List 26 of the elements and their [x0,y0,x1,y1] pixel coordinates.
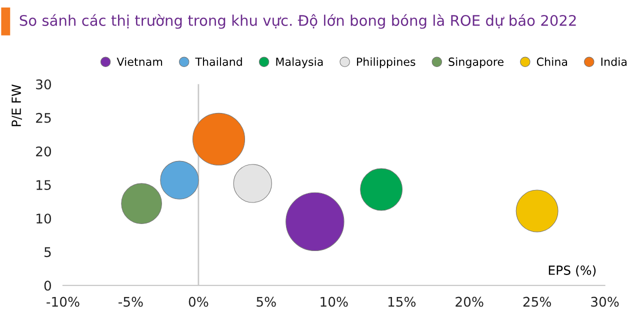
y-tick-label: 20 [36,146,52,156]
x-tick-label: 10% [320,296,348,307]
x-axis-title: EPS (%) [548,265,596,276]
x-tick-label: 0% [188,296,208,307]
x-tick-label: 15% [388,296,416,307]
y-tick-label: 15 [36,180,51,190]
legend-label: China [536,57,568,66]
legend-label: Malaysia [276,57,323,68]
y-tick-label: 5 [44,247,51,258]
y-axis-title: P/E FW [12,84,22,126]
legend-label: Thailand [195,57,242,66]
legend-label: Singapore [448,57,504,68]
legend-label: Philippines [357,57,416,68]
x-tick-label: -10% [46,296,80,307]
x-tick-label: 25% [523,296,552,307]
legend-label: Vietnam [116,57,162,66]
legend-label: India [601,57,627,66]
x-tick-label: 5% [256,296,276,307]
y-tick-label: 25 [36,112,51,123]
x-tick-label: 20% [456,296,484,307]
x-tick-label: -5% [118,296,143,307]
y-tick-label: 30 [36,79,52,90]
y-tick-label: 0 [44,280,52,291]
x-tick-label: 30% [591,296,619,307]
chart-title: So sánh các thị trường trong khu vực. Độ lớn bong bóng là ROE dự báo 2022 [20,14,576,29]
y-tick-label: 10 [36,214,52,224]
